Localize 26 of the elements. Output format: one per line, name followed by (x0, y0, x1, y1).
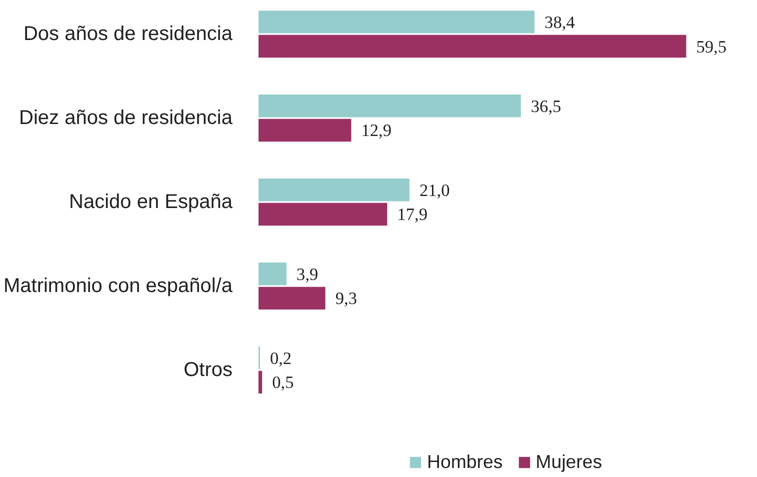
y-tick-label: Diez años de residencia (19, 107, 234, 130)
bar (258, 118, 352, 142)
y-tick-label: Dos años de residencia (23, 23, 234, 46)
data-label: 3,9 (296, 264, 318, 284)
y-tick-label: Nacido en España (69, 191, 234, 214)
y-tick-label: Otros (184, 359, 233, 382)
data-label: 12,9 (361, 121, 392, 140)
bar (258, 370, 262, 394)
bar (258, 286, 326, 310)
data-label: 17,9 (397, 205, 428, 224)
bar (258, 10, 535, 34)
data-label: 9,3 (335, 289, 358, 308)
bar (258, 262, 287, 286)
data-label: 36,5 (530, 96, 562, 116)
legend-label: Hombres (426, 451, 503, 473)
data-label: 59,5 (696, 37, 727, 56)
data-label: 0,2 (270, 348, 292, 368)
bar (258, 94, 521, 118)
bar (258, 202, 388, 226)
y-tick-label: Matrimonio con español/a (3, 275, 234, 298)
bar (258, 178, 410, 202)
data-label: 21,0 (419, 180, 450, 200)
bar (258, 34, 686, 58)
data-label: 38,4 (544, 12, 576, 32)
data-label: 0,5 (272, 373, 294, 392)
legend-label: Mujeres (536, 451, 602, 473)
